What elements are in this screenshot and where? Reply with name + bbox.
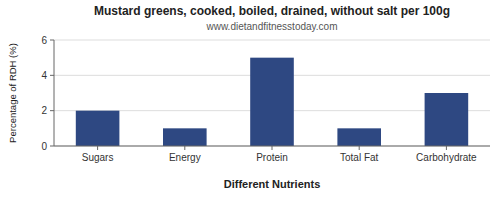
subtitle: www.dietandfitnesstoday.com [206,21,338,32]
chart: Mustard greens, cooked, boiled, drained,… [0,0,500,200]
y-tick-label: 0 [41,141,47,152]
title: Mustard greens, cooked, boiled, drained,… [94,4,450,18]
x-tick [446,146,447,150]
x-tick [184,146,185,150]
x-tick-label: Protein [256,152,288,163]
x-tick [359,146,360,150]
x-tick-label: Total Fat [340,152,379,163]
y-tick [50,75,54,76]
x-axis-label: Different Nutrients [224,178,321,190]
x-tick [272,146,273,150]
y-tick-label: 4 [41,70,47,81]
x-tick-label: Sugars [82,152,114,163]
bar [250,58,294,146]
x-tick-label: Carbohydrate [416,152,477,163]
y-tick [50,40,54,41]
bar [425,93,469,146]
bar [337,128,381,146]
bar [163,128,207,146]
x-tick-label: Energy [169,152,201,163]
bars [76,58,468,146]
x-tick [97,146,98,150]
y-axis [54,40,55,146]
bar [76,111,120,146]
y-tick [50,110,54,111]
y-tick-label: 2 [41,105,47,116]
grid [54,40,490,146]
grid-line [54,40,490,41]
y-axis-label: Percentage of RDH (%) [7,43,18,143]
y-tick-label: 6 [41,35,47,46]
y-tick [50,146,54,147]
chart-container: Mustard greens, cooked, boiled, drained,… [0,0,500,200]
